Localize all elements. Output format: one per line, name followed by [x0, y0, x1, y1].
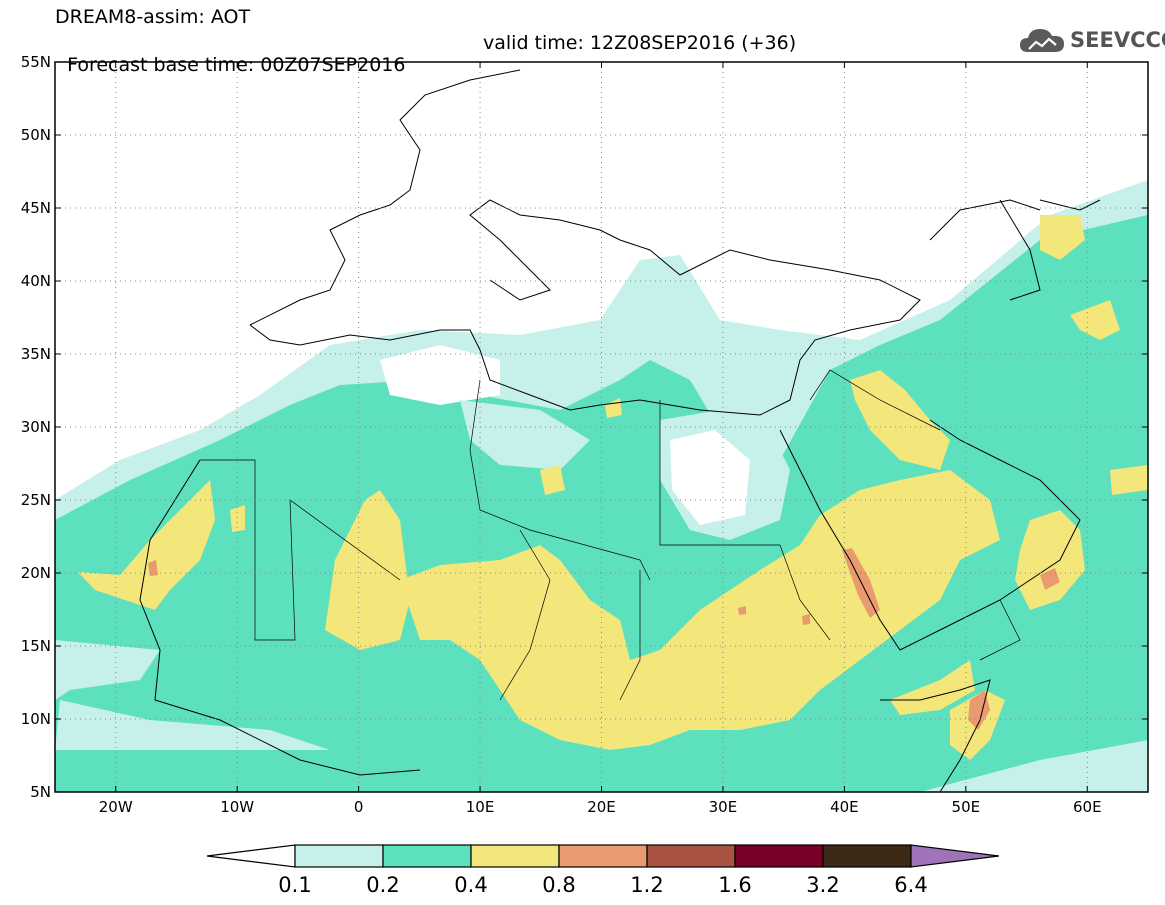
lat-tick-label: 5N [30, 783, 51, 801]
colorbar-label: 3.2 [806, 873, 839, 897]
lat-tick-labels: 55N 50N 45N 40N 35N 30N 25N 20N 15N 10N 5N [21, 53, 51, 801]
grid-lines [55, 62, 1148, 792]
lon-tick-label: 50E [952, 798, 981, 816]
base-time-text: Forecast base time: 00Z07SEP2016 [67, 54, 406, 76]
cloud-icon [1020, 29, 1064, 52]
lat-tick-label: 40N [21, 272, 51, 290]
lat-tick-label: 30N [21, 418, 51, 436]
colorbar-over-triangle [910, 844, 1000, 868]
colorbar-label: 0.4 [454, 873, 487, 897]
colorbar-box [734, 844, 824, 868]
map-title: DREAM8-assim: AOT [55, 6, 251, 28]
colorbar-label: 0.8 [542, 873, 575, 897]
forecast-base-time: Forecast base time: 00Z07SEP2016 valid t… [55, 32, 796, 98]
lon-tick-label: 0 [354, 798, 364, 816]
colorbar-box [646, 844, 736, 868]
colorbar-labels: 0.1 0.2 0.4 0.8 1.2 1.6 3.2 6.4 [278, 873, 927, 897]
colorbar-box [294, 844, 384, 868]
colorbar-box [382, 844, 472, 868]
aot-field [55, 180, 1148, 792]
lon-tick-label: 30E [709, 798, 738, 816]
lat-tick-label: 55N [21, 53, 51, 71]
colorbar-box [558, 844, 648, 868]
lat-tick-label: 45N [21, 199, 51, 217]
coastlines [139, 69, 1101, 792]
borders [200, 369, 1021, 701]
logo-text: SEEVCCC [1070, 28, 1165, 52]
lat-tick-label: 25N [21, 491, 51, 509]
colorbar-under-triangle [206, 844, 296, 868]
colorbar [206, 844, 1000, 868]
colorbar-box [470, 844, 560, 868]
colorbar-label: 1.2 [630, 873, 663, 897]
lon-tick-label: 10W [220, 798, 254, 816]
lon-tick-label: 20E [587, 798, 616, 816]
colorbar-label: 1.6 [718, 873, 751, 897]
lon-tick-label: 60E [1073, 798, 1102, 816]
lat-tick-label: 50N [21, 126, 51, 144]
lat-tick-label: 35N [21, 345, 51, 363]
lat-tick-label: 20N [21, 564, 51, 582]
valid-time-text: valid time: 12Z08SEP2016 (+36) [483, 32, 797, 54]
colorbar-label: 6.4 [894, 873, 927, 897]
lon-tick-labels: 20W 10W 0 10E 20E 30E 40E 50E 60E [99, 798, 1102, 816]
lat-tick-label: 10N [21, 710, 51, 728]
colorbar-label: 0.2 [366, 873, 399, 897]
lon-tick-label: 20W [99, 798, 133, 816]
colorbar-box [822, 844, 912, 868]
colorbar-label: 0.1 [278, 873, 311, 897]
lon-tick-label: 10E [466, 798, 495, 816]
tick-marks [55, 61, 1148, 793]
lon-tick-label: 40E [830, 798, 859, 816]
lat-tick-label: 15N [21, 637, 51, 655]
seevccc-logo: SEEVCCC [1018, 22, 1165, 58]
